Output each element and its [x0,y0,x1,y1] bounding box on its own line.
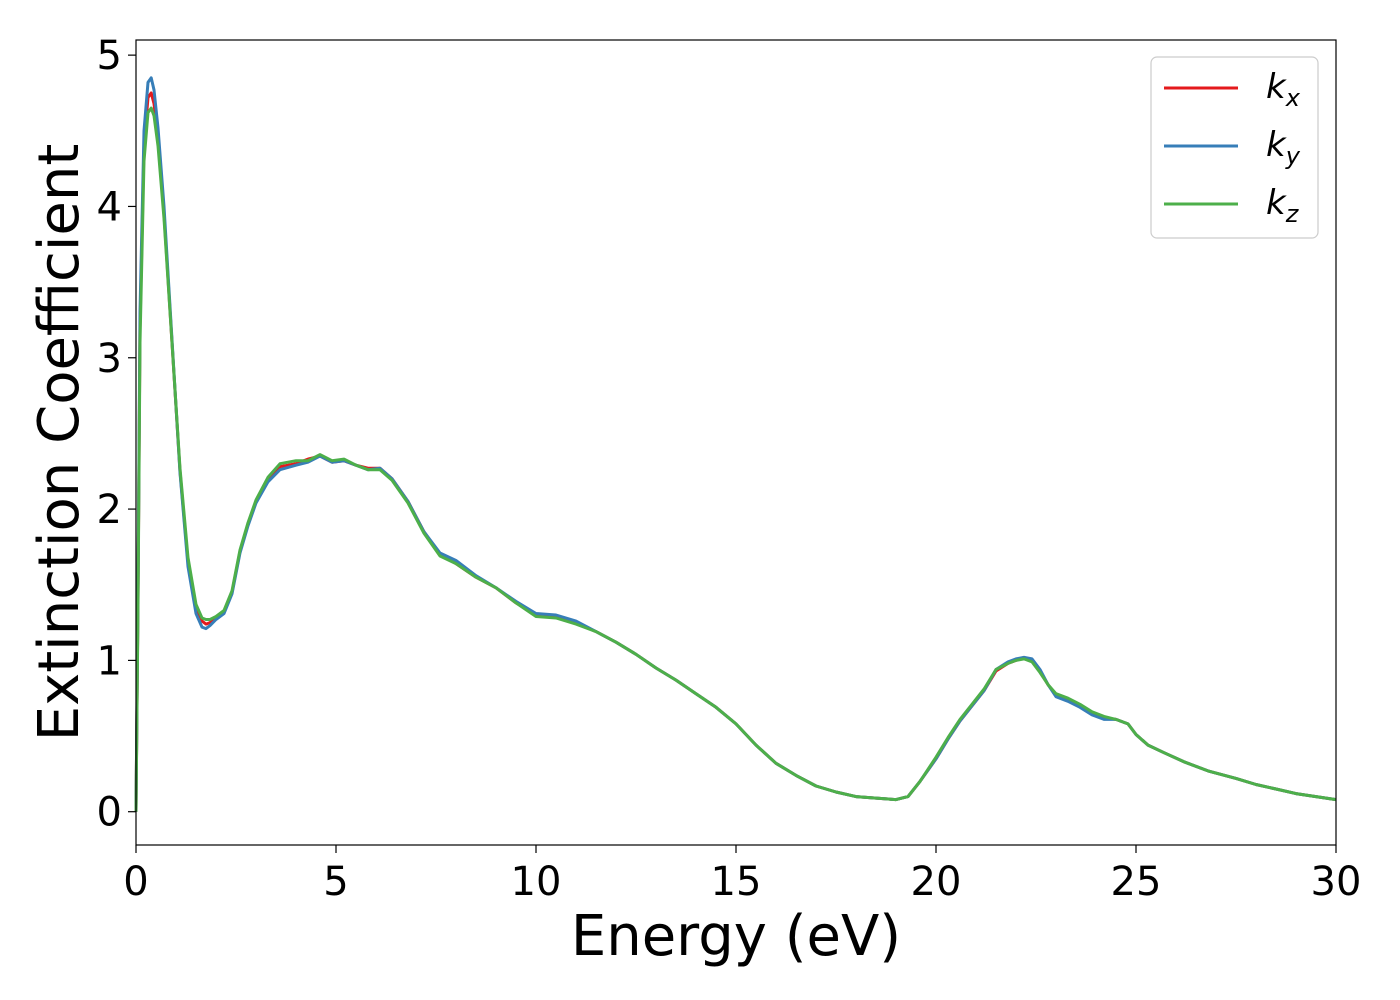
x-tick-label: 10 [511,859,562,905]
x-tick-label: 0 [123,859,148,905]
y-axis: 0 1 2 3 4 5 [97,33,136,836]
x-tick-label: 5 [323,859,348,905]
legend-label-x: kx [1266,67,1301,112]
x-tick-label: 15 [711,859,762,905]
series-layer [134,76,1337,812]
x-tick-label: 20 [911,859,962,905]
x-tick-label: 25 [1111,859,1162,905]
y-tick-label: 2 [97,487,122,533]
x-axis: 0 5 10 15 20 25 30 [123,845,1361,905]
x-axis-title: Energy (eV) [571,904,901,969]
y-tick-label: 3 [97,336,122,382]
series-line-z [134,106,1337,812]
x-tick-label: 30 [1311,859,1362,905]
y-tick-label: 0 [97,790,122,836]
y-tick-label: 1 [97,638,122,684]
legend-label-z: kz [1266,183,1300,228]
legend-label-y: ky [1266,125,1301,170]
y-axis-title: Extinction Coefficient [27,144,92,742]
legend: kx ky kz [1150,56,1319,239]
y-tick-label: 5 [97,33,122,79]
y-tick-label: 4 [97,184,122,230]
